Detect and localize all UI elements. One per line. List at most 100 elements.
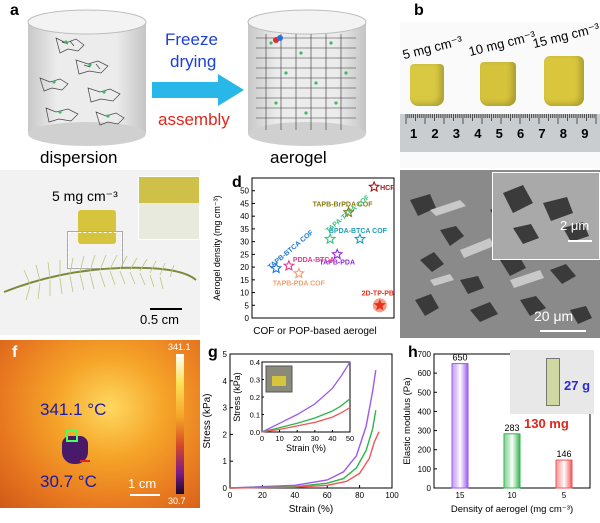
y-axis-label: Aerogel density (mg cm⁻³) <box>212 195 222 300</box>
ruler-number: 1 <box>410 126 418 141</box>
point-marker <box>323 232 337 245</box>
x-axis-label: COF or POP-based aerogel <box>253 326 376 337</box>
point-label: TAPB-PDA COF <box>273 280 326 287</box>
density-label-5: 5 mg cm⁻³ <box>400 32 464 63</box>
x-tick-label: 5 <box>562 491 567 500</box>
inset-series-line <box>261 406 351 433</box>
scale-label-e: 20 μm <box>534 308 574 324</box>
zoom-inset <box>138 176 200 240</box>
series-line <box>229 410 377 489</box>
weight-inset-photo: 27 g <box>510 350 594 414</box>
y-tick-label: 25 <box>240 250 249 259</box>
y-tick-label: 0 <box>223 484 228 493</box>
point-label: PDDA-BTCA <box>293 257 335 264</box>
sem-image: 2 μm 20 μm <box>400 170 600 338</box>
point-label: HCP <box>380 185 395 192</box>
bar <box>451 363 469 489</box>
point-marker <box>373 298 386 311</box>
ruler-ticks <box>405 114 597 124</box>
panel-h-label: h <box>408 344 418 361</box>
y-tick-label: 300 <box>418 427 432 436</box>
point-label: BPDA-BTCA COF <box>329 228 388 235</box>
x-tick-label: 10 <box>508 491 517 500</box>
point-marker <box>331 247 344 260</box>
x-tick-label: 0 <box>228 491 233 500</box>
bar <box>503 433 521 489</box>
y-tick-label: 100 <box>418 465 432 474</box>
x-tick-label: 100 <box>385 491 399 500</box>
inset-x-tick-label: 40 <box>328 434 336 443</box>
ruler-number: 9 <box>581 126 589 141</box>
dispersion-caption: dispersion <box>40 148 118 167</box>
inset-photo-sample <box>272 376 286 386</box>
panel-g-label: g <box>208 344 218 361</box>
y-tick-label: 500 <box>418 388 432 397</box>
panel-f-label: f <box>12 344 18 361</box>
freeze-label: Freeze <box>165 30 218 49</box>
point-label: TAPB-PDA <box>319 259 355 266</box>
point-label: 2D-TP-PB <box>362 290 394 297</box>
process-arrow <box>152 74 244 106</box>
inset-y-axis-label: Stress (kPa) <box>232 372 242 422</box>
y-tick-label: 15 <box>240 276 249 285</box>
y-tick-label: 45 <box>240 199 249 208</box>
scale-bar-c <box>150 308 182 310</box>
inset-x-axis-label: Strain (%) <box>286 443 326 453</box>
point-label: TAPB-BTCA COF <box>267 229 316 271</box>
inset-photo <box>265 365 293 393</box>
y-tick-label: 50 <box>240 187 249 196</box>
y-axis-label: Elastic modulus (Pa) <box>402 377 413 464</box>
ruler-number: 4 <box>474 126 482 141</box>
series-line <box>229 369 377 489</box>
bar-value-label: 146 <box>556 449 571 459</box>
ruler-number: 5 <box>495 126 503 141</box>
scale-bar-e <box>540 330 586 332</box>
ruler-number: 6 <box>517 126 525 141</box>
scale-label-c: 0.5 cm <box>140 312 180 327</box>
point-marker <box>368 180 381 193</box>
y-tick-label: 3 <box>223 404 228 413</box>
inset-y-tick-label: 0.3 <box>250 376 260 385</box>
inset-y-tick-label: 0.1 <box>250 411 260 420</box>
plot-frame <box>251 177 395 319</box>
ruler-number: 8 <box>559 126 568 141</box>
x-tick-label: 20 <box>258 491 267 500</box>
aerogel-cylinder <box>247 9 367 146</box>
y-tick-label: 200 <box>418 446 432 455</box>
panel-b-label: b <box>414 2 424 19</box>
inset-y-tick-label: 0.0 <box>250 428 260 437</box>
plant-photo-c: 5 mg cm⁻³ 0.5 cm <box>0 170 200 335</box>
thermal-image: 341.1 °C 30.7 °C 1 cm 341.1 30.7 <box>0 340 200 508</box>
x-tick-label: 80 <box>355 491 364 500</box>
inset-x-tick-label: 50 <box>346 434 354 443</box>
panel-a-label: a <box>10 2 19 19</box>
temp-low-label: 30.7 °C <box>40 472 97 491</box>
colorbar-min: 30.7 <box>168 496 186 506</box>
weight-vial <box>546 358 560 406</box>
hot-spot-marker <box>66 430 78 442</box>
x-tick-label: 60 <box>323 491 332 500</box>
aerogel-on-plant <box>78 210 116 244</box>
y-tick-label: 1 <box>223 457 228 466</box>
density-scatter-chart: 0 5 10 15 20 25 30 35 40 45 50 Aerogel density (mg … <box>212 177 395 337</box>
bar-value-label: 283 <box>504 423 519 433</box>
ruler-number: 3 <box>452 126 461 141</box>
inset-series-line <box>261 361 351 433</box>
ruler-number: 7 <box>538 126 546 141</box>
y-tick-label: 35 <box>240 225 249 234</box>
elastic-modulus-chart: 0 100 200 300 400 500 600 700 Elastic modulus (P… <box>402 350 591 515</box>
y-tick-label: 5 <box>245 301 250 310</box>
inset-x-tick-label: 30 <box>311 434 319 443</box>
density-label-c: 5 mg cm⁻³ <box>52 188 118 204</box>
y-tick-label: 600 <box>418 369 432 378</box>
y-tick-label: 20 <box>240 263 249 272</box>
series-line <box>229 431 380 489</box>
x-axis-label: Density of aerogel (mg cm⁻³) <box>451 504 573 515</box>
bar <box>555 459 573 489</box>
y-tick-label: 10 <box>240 289 249 298</box>
density-label-15: 15 mg cm⁻³ <box>531 19 600 52</box>
sem-inset-texture <box>503 185 589 244</box>
